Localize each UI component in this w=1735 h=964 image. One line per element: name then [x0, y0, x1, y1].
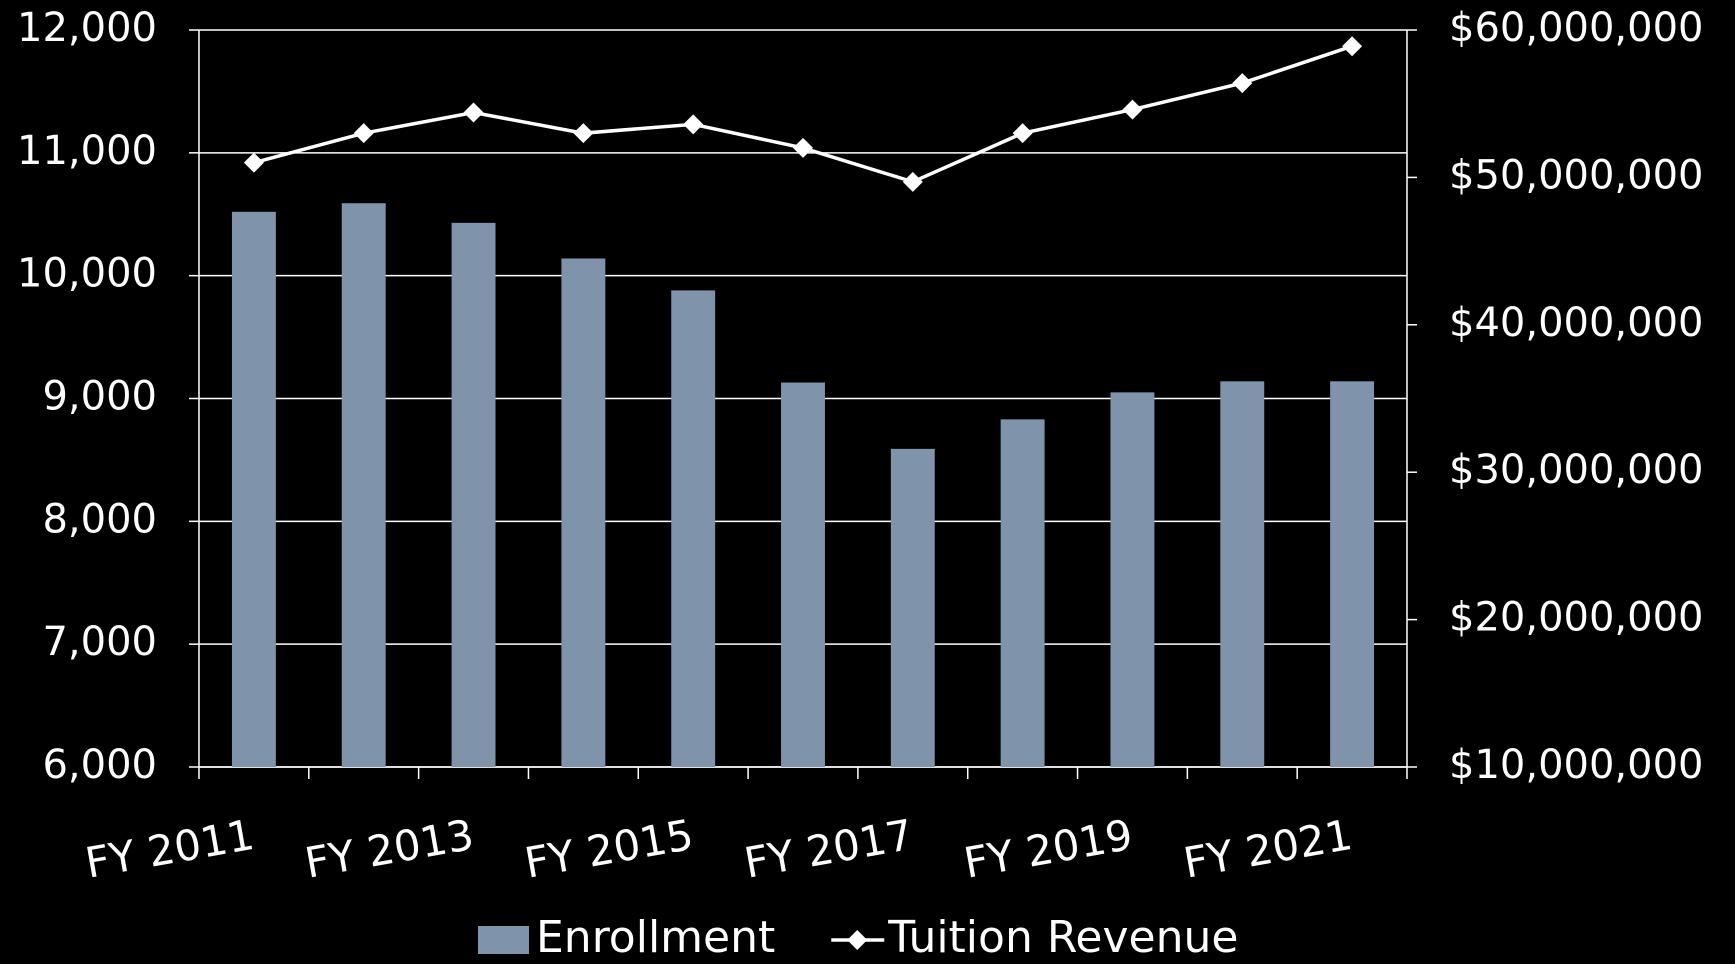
y2-tick-label: $20,000,000: [1449, 595, 1703, 641]
bar: [1220, 381, 1265, 767]
y2-tick-label: $10,000,000: [1449, 742, 1703, 788]
legend-swatch: [478, 926, 529, 954]
x-tick-label: FY 2019: [960, 810, 1136, 888]
line-marker: [463, 102, 484, 123]
y-tick-label: 9,000: [42, 374, 157, 420]
y-tick-label: 7,000: [42, 619, 157, 665]
y-tick-label: 11,000: [17, 128, 157, 174]
y2-tick-label: $30,000,000: [1449, 447, 1703, 493]
bar: [451, 222, 496, 767]
y2-tick-label: $40,000,000: [1449, 300, 1703, 346]
y-tick-label: 6,000: [42, 742, 157, 788]
y-tick-label: 12,000: [17, 5, 157, 51]
bar: [1000, 419, 1045, 767]
bar: [781, 382, 825, 767]
bar: [561, 258, 606, 767]
y2-tick-label: $60,000,000: [1449, 5, 1703, 51]
bar: [231, 211, 276, 767]
x-tick-label: FY 2013: [301, 810, 477, 888]
line-marker: [1342, 36, 1363, 57]
x-tick-label: FY 2015: [521, 810, 697, 888]
x-tick-label: FY 2017: [741, 810, 917, 888]
y-tick-label: 8,000: [42, 496, 157, 542]
bar: [1110, 392, 1155, 767]
y2-tick-label: $50,000,000: [1449, 152, 1703, 198]
line-marker: [353, 123, 374, 144]
line-marker: [1122, 99, 1143, 120]
line-marker: [573, 123, 594, 144]
legend-marker: [847, 930, 868, 950]
bar: [890, 448, 935, 767]
line-marker: [902, 171, 923, 192]
x-tick-label: FY 2021: [1180, 810, 1356, 888]
bar: [671, 290, 716, 767]
y-tick-label: 10,000: [17, 251, 157, 297]
line-marker: [1232, 73, 1253, 94]
bar: [341, 203, 386, 767]
line-marker: [1012, 123, 1033, 144]
legend-label: Enrollment: [536, 912, 775, 963]
line-marker: [683, 114, 704, 135]
line: [253, 44, 1353, 184]
bar: [1330, 381, 1375, 767]
line-marker: [793, 137, 813, 158]
legend-label: Tuition Revenue: [887, 912, 1238, 963]
line-marker: [243, 152, 264, 173]
x-tick-label: FY 2011: [82, 810, 258, 888]
